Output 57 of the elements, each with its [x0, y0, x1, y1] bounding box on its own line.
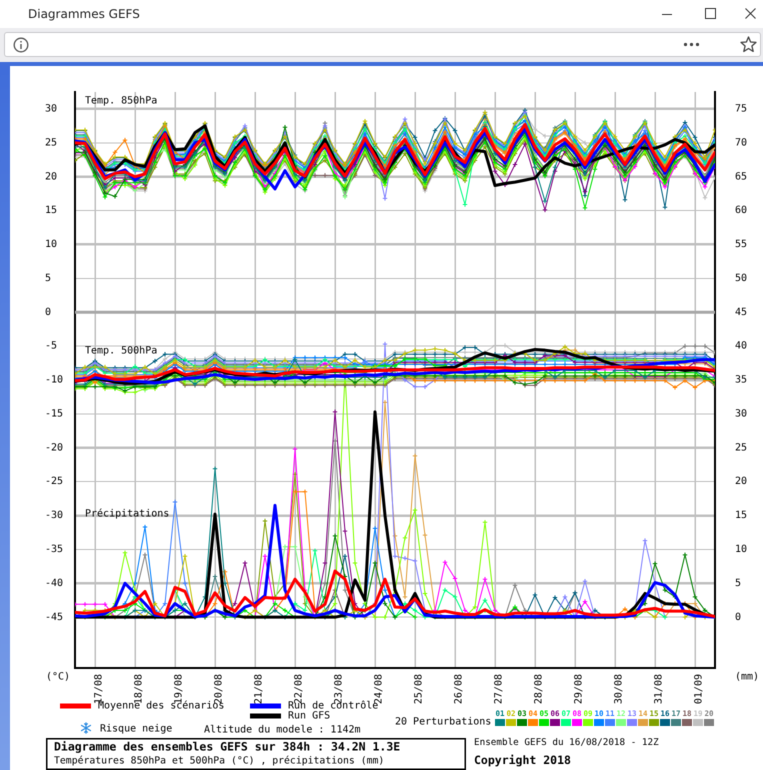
y2-tick-label: 0 — [735, 612, 742, 623]
text: Risque neige — [100, 724, 172, 735]
text: Diagramme des ensembles GEFS sur 384h : 34.2N 1.3E — [54, 739, 400, 754]
text: Ensemble GEFS du 16/08/2018 - 12Z — [474, 736, 660, 748]
y-tick-label: -45 — [45, 612, 64, 623]
annotation: Précipitations — [85, 508, 170, 520]
legend-label: Run GFS — [288, 710, 330, 722]
y-tick-label: 0 — [45, 306, 52, 318]
annotation: Temp. 500hPa — [85, 346, 158, 357]
x-tick-label: 29/08 — [574, 674, 585, 704]
text: Copyright 2018 — [474, 752, 572, 767]
y2-axis-title: (mm) — [735, 672, 760, 683]
y-tick-label: -10 — [45, 374, 64, 386]
y-axis-title: (°C) — [46, 672, 70, 683]
x-tick-label: 30/08 — [614, 674, 625, 704]
y2-tick-label: 35 — [735, 374, 748, 386]
y-tick-label: -40 — [45, 578, 64, 589]
y-tick-label: -20 — [45, 442, 64, 454]
y2-tick-label: 15 — [735, 510, 748, 522]
y2-tick-label: 75 — [735, 104, 748, 115]
y2-tick-label: 10 — [735, 544, 748, 556]
y2-tick-label: 55 — [735, 239, 748, 250]
x-tick-label: 21/08 — [254, 674, 265, 704]
title-bar: Diagrammes GEFS — [0, 0, 763, 28]
legend-title: 20 Perturbations — [395, 716, 492, 728]
y-tick-label: -35 — [45, 544, 64, 556]
y2-tick-label: 25 — [735, 442, 748, 454]
y2-tick-label: 5 — [735, 578, 742, 589]
y2-tick-label: 40 — [735, 340, 748, 352]
y2-tick-label: 70 — [735, 137, 748, 148]
y-tick-label: 20 — [45, 171, 58, 182]
y2-tick-label: 50 — [735, 272, 748, 284]
y-tick-label: 10 — [45, 239, 58, 250]
y2-tick-label: 20 — [735, 476, 748, 488]
y2-tick-label: 60 — [735, 205, 748, 216]
y-tick-label: 5 — [45, 272, 52, 284]
text: Altitude du modele : 1142m — [204, 724, 361, 736]
x-tick-label: 26/08 — [454, 674, 465, 704]
x-tick-label: 27/08 — [494, 674, 505, 704]
x-tick-label: 31/08 — [654, 674, 665, 704]
x-tick-label: 18/08 — [134, 674, 145, 704]
x-tick-label: 25/08 — [414, 674, 425, 704]
x-tick-label: 01/09 — [694, 674, 705, 704]
y-tick-label: -15 — [45, 408, 64, 420]
y2-tick-label: 65 — [735, 171, 748, 182]
y-tick-label: -5 — [45, 340, 58, 352]
text: Températures 850hPa et 500hPa (°C) , précipitations (mm) — [54, 756, 384, 767]
y-tick-label: -30 — [45, 510, 64, 522]
y2-tick-label: 45 — [735, 306, 748, 318]
x-tick-label: 28/08 — [534, 674, 545, 704]
y2-tick-label: 30 — [735, 408, 748, 420]
y-tick-label: 15 — [45, 205, 58, 216]
annotation: Temp. 850hPa — [85, 96, 158, 107]
y-tick-label: 25 — [45, 137, 58, 148]
y-tick-label: -25 — [45, 476, 64, 488]
x-tick-label: 20/08 — [214, 674, 225, 704]
y-tick-label: 30 — [45, 104, 58, 115]
